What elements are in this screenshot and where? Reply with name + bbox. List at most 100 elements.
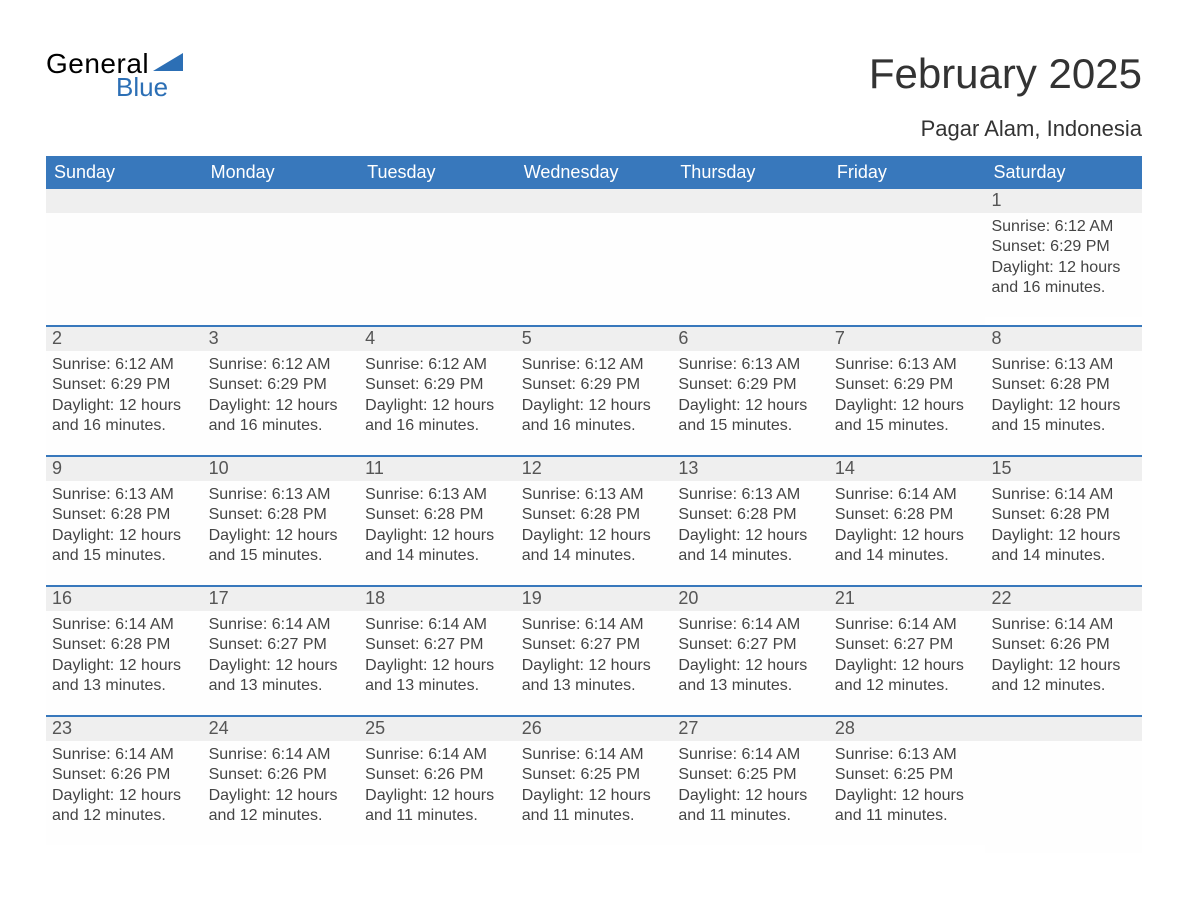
day-number: 20: [672, 587, 829, 611]
day-details: Sunrise: 6:14 AMSunset: 6:27 PMDaylight:…: [672, 611, 829, 715]
sunrise-label: Sunrise: 6:13 AM: [522, 485, 667, 505]
sunrise-label: Sunrise: 6:14 AM: [52, 745, 197, 765]
day-details: Sunrise: 6:14 AMSunset: 6:26 PMDaylight:…: [985, 611, 1142, 715]
daylight-label: Daylight: 12 hours and 14 minutes.: [678, 526, 823, 567]
day-number: 16: [46, 587, 203, 611]
day-cell: 8 Sunrise: 6:13 AMSunset: 6:28 PMDaylight…: [985, 327, 1142, 455]
sunrise-label: Sunrise: 6:12 AM: [365, 355, 510, 375]
sunset-label: Sunset: 6:29 PM: [991, 237, 1136, 257]
daylight-label: Daylight: 12 hours and 11 minutes.: [678, 786, 823, 827]
day-cell: 12Sunrise: 6:13 AMSunset: 6:28 PMDayligh…: [516, 457, 673, 585]
day-details: Sunrise: 6:12 AMSunset: 6:29 PMDaylight:…: [359, 351, 516, 455]
day-details: Sunrise: 6:14 AMSunset: 6:26 PMDaylight:…: [359, 741, 516, 845]
day-number: 21: [829, 587, 986, 611]
sunset-label: Sunset: 6:29 PM: [365, 375, 510, 395]
sunrise-label: Sunrise: 6:12 AM: [52, 355, 197, 375]
weekday-header-row: SundayMondayTuesdayWednesdayThursdayFrid…: [46, 156, 1142, 189]
sunset-label: Sunset: 6:25 PM: [835, 765, 980, 785]
weekday-header: Monday: [203, 156, 360, 189]
sunset-label: Sunset: 6:27 PM: [678, 635, 823, 655]
day-number: 10: [203, 457, 360, 481]
day-number: [985, 717, 1142, 741]
empty-day-cell: [359, 189, 516, 325]
day-details: Sunrise: 6:14 AMSunset: 6:28 PMDaylight:…: [985, 481, 1142, 585]
sunset-label: Sunset: 6:27 PM: [365, 635, 510, 655]
weekday-header: Wednesday: [516, 156, 673, 189]
sunset-label: Sunset: 6:29 PM: [52, 375, 197, 395]
day-cell: 20Sunrise: 6:14 AMSunset: 6:27 PMDayligh…: [672, 587, 829, 715]
daylight-label: Daylight: 12 hours and 15 minutes.: [52, 526, 197, 567]
sunrise-label: Sunrise: 6:14 AM: [365, 615, 510, 635]
day-details: Sunrise: 6:12 AMSunset: 6:29 PMDaylight:…: [203, 351, 360, 455]
empty-day-cell: [203, 189, 360, 325]
sunrise-label: Sunrise: 6:12 AM: [522, 355, 667, 375]
sunrise-label: Sunrise: 6:14 AM: [209, 745, 354, 765]
day-details: Sunrise: 6:13 AMSunset: 6:28 PMDaylight:…: [203, 481, 360, 585]
sunset-label: Sunset: 6:29 PM: [209, 375, 354, 395]
sunrise-label: Sunrise: 6:14 AM: [678, 615, 823, 635]
day-details: [672, 213, 829, 325]
day-number: 19: [516, 587, 673, 611]
day-number: 26: [516, 717, 673, 741]
day-cell: 23Sunrise: 6:14 AMSunset: 6:26 PMDayligh…: [46, 717, 203, 853]
sunrise-label: Sunrise: 6:14 AM: [52, 615, 197, 635]
day-cell: 22Sunrise: 6:14 AMSunset: 6:26 PMDayligh…: [985, 587, 1142, 715]
day-cell: 26Sunrise: 6:14 AMSunset: 6:25 PMDayligh…: [516, 717, 673, 853]
day-details: Sunrise: 6:13 AMSunset: 6:29 PMDaylight:…: [829, 351, 986, 455]
sunset-label: Sunset: 6:28 PM: [835, 505, 980, 525]
sunset-label: Sunset: 6:28 PM: [991, 375, 1136, 395]
daylight-label: Daylight: 12 hours and 13 minutes.: [209, 656, 354, 697]
daylight-label: Daylight: 12 hours and 16 minutes.: [991, 258, 1136, 299]
day-cell: 13Sunrise: 6:13 AMSunset: 6:28 PMDayligh…: [672, 457, 829, 585]
day-number: 11: [359, 457, 516, 481]
sunset-label: Sunset: 6:27 PM: [209, 635, 354, 655]
day-number: [359, 189, 516, 213]
brand-text: General Blue: [46, 50, 187, 100]
weekday-header: Saturday: [985, 156, 1142, 189]
day-cell: 16 Sunrise: 6:14 AMSunset: 6:28 PMDayligh…: [46, 587, 203, 715]
day-details: Sunrise: 6:14 AMSunset: 6:27 PMDaylight:…: [516, 611, 673, 715]
sunrise-label: Sunrise: 6:12 AM: [209, 355, 354, 375]
day-number: 23: [46, 717, 203, 741]
day-number: 3: [203, 327, 360, 351]
day-cell: 14Sunrise: 6:14 AMSunset: 6:28 PMDayligh…: [829, 457, 986, 585]
sunrise-label: Sunrise: 6:13 AM: [678, 355, 823, 375]
sunrise-label: Sunrise: 6:14 AM: [522, 615, 667, 635]
sunrise-label: Sunrise: 6:14 AM: [522, 745, 667, 765]
day-number: 14: [829, 457, 986, 481]
empty-day-cell: [672, 189, 829, 325]
day-number: 8: [985, 327, 1142, 351]
day-details: [516, 213, 673, 325]
day-cell: 4Sunrise: 6:12 AMSunset: 6:29 PMDaylight…: [359, 327, 516, 455]
sunset-label: Sunset: 6:28 PM: [52, 505, 197, 525]
day-number: [829, 189, 986, 213]
day-details: [46, 213, 203, 325]
daylight-label: Daylight: 12 hours and 11 minutes.: [835, 786, 980, 827]
sunset-label: Sunset: 6:28 PM: [209, 505, 354, 525]
day-cell: 18Sunrise: 6:14 AMSunset: 6:27 PMDayligh…: [359, 587, 516, 715]
daylight-label: Daylight: 12 hours and 16 minutes.: [52, 396, 197, 437]
day-details: [985, 741, 1142, 853]
week-row: 2Sunrise: 6:12 AMSunset: 6:29 PMDaylight…: [46, 325, 1142, 455]
day-details: Sunrise: 6:14 AMSunset: 6:27 PMDaylight:…: [829, 611, 986, 715]
sunrise-label: Sunrise: 6:13 AM: [991, 355, 1136, 375]
day-number: [516, 189, 673, 213]
sunrise-label: Sunrise: 6:14 AM: [209, 615, 354, 635]
daylight-label: Daylight: 12 hours and 15 minutes.: [209, 526, 354, 567]
sunset-label: Sunset: 6:25 PM: [678, 765, 823, 785]
day-cell: 3Sunrise: 6:12 AMSunset: 6:29 PMDaylight…: [203, 327, 360, 455]
sunset-label: Sunset: 6:28 PM: [991, 505, 1136, 525]
day-cell: 25Sunrise: 6:14 AMSunset: 6:26 PMDayligh…: [359, 717, 516, 853]
daylight-label: Daylight: 12 hours and 15 minutes.: [991, 396, 1136, 437]
day-number: [203, 189, 360, 213]
day-details: Sunrise: 6:14 AMSunset: 6:26 PMDaylight:…: [46, 741, 203, 845]
day-details: Sunrise: 6:14 AMSunset: 6:28 PMDaylight:…: [829, 481, 986, 585]
day-details: Sunrise: 6:14 AMSunset: 6:27 PMDaylight:…: [359, 611, 516, 715]
sunrise-label: Sunrise: 6:12 AM: [991, 217, 1136, 237]
day-number: 5: [516, 327, 673, 351]
day-number: 17: [203, 587, 360, 611]
daylight-label: Daylight: 12 hours and 13 minutes.: [52, 656, 197, 697]
sunset-label: Sunset: 6:28 PM: [52, 635, 197, 655]
daylight-label: Daylight: 12 hours and 14 minutes.: [835, 526, 980, 567]
day-cell: 21Sunrise: 6:14 AMSunset: 6:27 PMDayligh…: [829, 587, 986, 715]
